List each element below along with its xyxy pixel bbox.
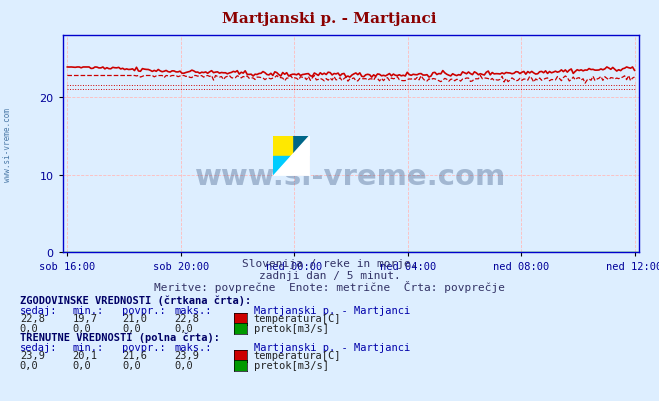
Text: 0,0: 0,0 — [122, 323, 140, 333]
Text: 23,9: 23,9 — [175, 350, 200, 360]
Text: Slovenija / reke in morje.: Slovenija / reke in morje. — [242, 259, 417, 269]
Bar — [273, 156, 291, 176]
Text: 0,0: 0,0 — [20, 360, 38, 370]
Text: 22,8: 22,8 — [20, 314, 45, 324]
Text: Martjanski p. - Martjanci: Martjanski p. - Martjanci — [254, 305, 410, 315]
Bar — [273, 136, 291, 156]
Text: 0,0: 0,0 — [175, 323, 193, 333]
Text: 0,0: 0,0 — [20, 323, 38, 333]
Text: ZGODOVINSKE VREDNOSTI (črtkana črta):: ZGODOVINSKE VREDNOSTI (črtkana črta): — [20, 294, 251, 305]
Polygon shape — [273, 136, 310, 176]
Text: www.si-vreme.com: www.si-vreme.com — [195, 163, 507, 191]
Text: maks.:: maks.: — [175, 305, 212, 315]
Text: min.:: min.: — [72, 305, 103, 315]
Text: 22,8: 22,8 — [175, 314, 200, 324]
Text: Martjanski p. - Martjanci: Martjanski p. - Martjanci — [222, 12, 437, 26]
Text: temperatura[C]: temperatura[C] — [254, 314, 341, 324]
Text: 0,0: 0,0 — [72, 360, 91, 370]
Text: 21,0: 21,0 — [122, 314, 147, 324]
Text: 19,7: 19,7 — [72, 314, 98, 324]
Text: 0,0: 0,0 — [122, 360, 140, 370]
Text: povpr.:: povpr.: — [122, 342, 165, 352]
Text: Meritve: povprečne  Enote: metrične  Črta: povprečje: Meritve: povprečne Enote: metrične Črta:… — [154, 281, 505, 293]
Text: 20,1: 20,1 — [72, 350, 98, 360]
Text: 23,9: 23,9 — [20, 350, 45, 360]
Polygon shape — [273, 136, 310, 176]
Text: pretok[m3/s]: pretok[m3/s] — [254, 360, 329, 370]
Text: Martjanski p. - Martjanci: Martjanski p. - Martjanci — [254, 342, 410, 352]
Text: 0,0: 0,0 — [175, 360, 193, 370]
Text: sedaj:: sedaj: — [20, 342, 57, 352]
Text: 21,6: 21,6 — [122, 350, 147, 360]
Text: www.si-vreme.com: www.si-vreme.com — [3, 107, 13, 181]
Text: temperatura[C]: temperatura[C] — [254, 350, 341, 360]
Text: min.:: min.: — [72, 342, 103, 352]
Bar — [291, 156, 310, 176]
Text: zadnji dan / 5 minut.: zadnji dan / 5 minut. — [258, 271, 401, 281]
Text: 0,0: 0,0 — [72, 323, 91, 333]
Text: maks.:: maks.: — [175, 342, 212, 352]
Text: sedaj:: sedaj: — [20, 305, 57, 315]
Text: TRENUTNE VREDNOSTI (polna črta):: TRENUTNE VREDNOSTI (polna črta): — [20, 332, 219, 342]
Text: povpr.:: povpr.: — [122, 305, 165, 315]
Text: pretok[m3/s]: pretok[m3/s] — [254, 323, 329, 333]
